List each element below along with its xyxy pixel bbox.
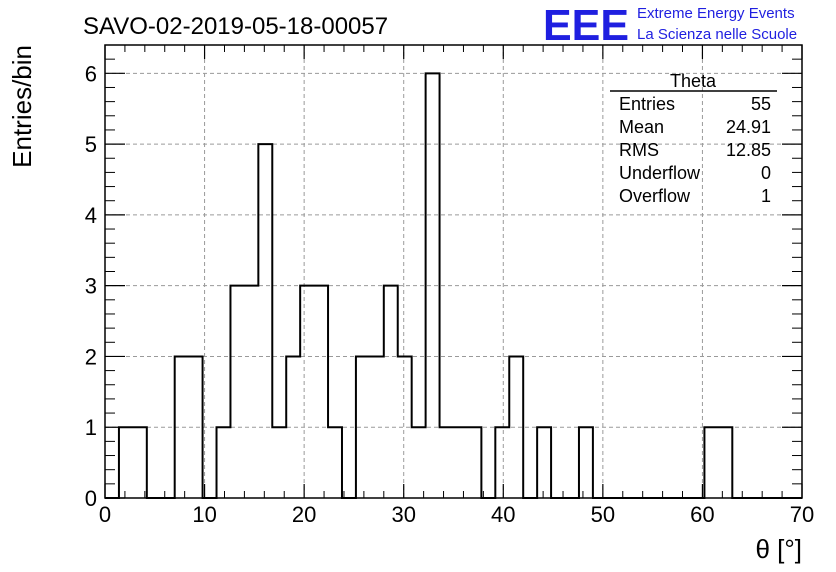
- x-tick-label: 10: [192, 502, 216, 527]
- x-tick-label: 70: [790, 502, 814, 527]
- logo-line-2: La Scienza nelle Scuole: [637, 26, 797, 43]
- y-tick-labels: 0 1 2 3 4 5 6: [85, 61, 97, 511]
- y-tick-label: 5: [85, 132, 97, 157]
- x-tick-label: 20: [292, 502, 316, 527]
- y-tick-label: 2: [85, 344, 97, 369]
- stats-label-underflow: Underflow: [619, 163, 701, 183]
- stats-label-entries: Entries: [619, 94, 675, 114]
- x-tick-label: 50: [591, 502, 615, 527]
- stats-label-overflow: Overflow: [619, 186, 691, 206]
- x-tick-label: 30: [391, 502, 415, 527]
- y-tick-label: 1: [85, 415, 97, 440]
- y-tick-label: 3: [85, 274, 97, 299]
- stats-label-rms: RMS: [619, 140, 659, 160]
- y-tick-label: 6: [85, 61, 97, 86]
- x-tick-label: 40: [491, 502, 515, 527]
- eee-logo: EEE Extreme Energy Events La Scienza nel…: [543, 1, 797, 50]
- stats-value-underflow: 0: [761, 163, 771, 183]
- stats-title: Theta: [670, 71, 717, 91]
- x-tick-labels: 0 10 20 30 40 50 60 70: [99, 502, 814, 527]
- x-tick-label: 60: [690, 502, 714, 527]
- chart-title: SAVO-02-2019-05-18-00057: [83, 13, 388, 40]
- axis-ticks: [104, 45, 803, 499]
- logo-line-1: Extreme Energy Events: [637, 5, 795, 22]
- stats-value-entries: 55: [751, 94, 771, 114]
- stats-label-mean: Mean: [619, 117, 664, 137]
- plot-frame: [104, 44, 803, 499]
- y-tick-label: 0: [85, 486, 97, 511]
- y-axis-label: Entries/bin: [7, 45, 37, 168]
- stats-value-rms: 12.85: [726, 140, 771, 160]
- y-tick-label: 4: [85, 203, 97, 228]
- grid-lines: [105, 45, 802, 498]
- x-axis-label: θ [°]: [755, 534, 802, 564]
- stats-value-overflow: 1: [761, 186, 771, 206]
- stats-value-mean: 24.91: [726, 117, 771, 137]
- stats-box: Theta Entries 55 Mean 24.91 RMS 12.85 Un…: [610, 71, 777, 206]
- x-tick-label: 0: [99, 502, 111, 527]
- eee-logo-text: EEE: [543, 1, 629, 50]
